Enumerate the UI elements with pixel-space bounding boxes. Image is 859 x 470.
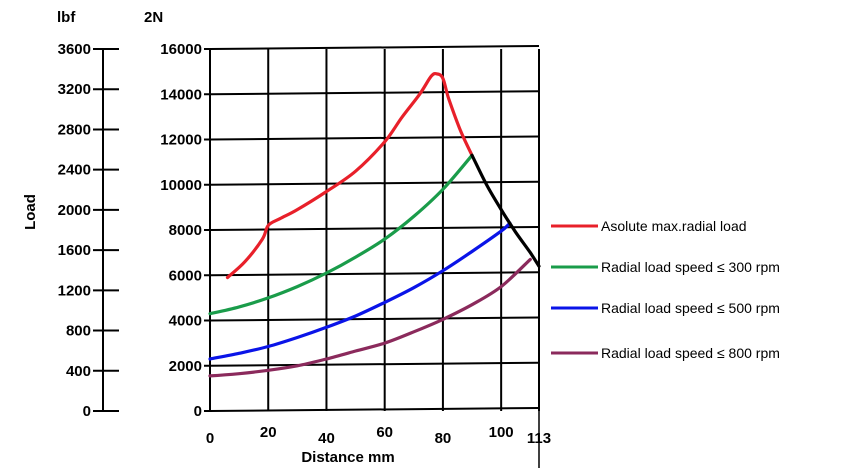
lbf-tick-label: 800 xyxy=(66,323,91,340)
y-tick-label: 10000 xyxy=(160,177,202,194)
y-tick-label: 6000 xyxy=(169,267,202,284)
grid-line-horizontal xyxy=(209,407,540,412)
y-tick-label: 4000 xyxy=(169,313,202,330)
legend-label: Radial load speed ≤ 500 rpm xyxy=(601,300,780,316)
grid-line-horizontal xyxy=(209,316,540,322)
series-line-1 xyxy=(225,71,474,280)
lbf-tick-label: 0 xyxy=(83,403,91,420)
lbf-tick-label: 2800 xyxy=(58,121,91,138)
x-axis-title: Distance mm xyxy=(301,449,394,466)
y-axis-title: Load xyxy=(22,194,39,230)
lbf-tick-label: 400 xyxy=(66,363,91,380)
lbf-tick-label: 3200 xyxy=(58,81,91,98)
x-tick-label: 60 xyxy=(376,424,393,441)
grid-line-horizontal xyxy=(209,226,540,231)
series-line-3 xyxy=(208,221,512,361)
lbf-tick-label: 2000 xyxy=(58,202,91,219)
grid-line-horizontal xyxy=(209,45,540,50)
axis-labels: lbf 2N Load Distance mm 0400800120016002… xyxy=(22,9,551,466)
legend: Asolute max.radial load Radial load speed… xyxy=(551,218,780,361)
x-tick-label: 0 xyxy=(206,430,214,447)
legend-label: Radial load speed ≤ 800 rpm xyxy=(601,345,780,361)
boundary-line xyxy=(470,153,541,268)
y-tick-label: 2000 xyxy=(169,358,202,375)
left-axis-unit: lbf xyxy=(57,9,76,26)
lbf-tick-label: 3600 xyxy=(58,41,91,58)
x-tick-label: 80 xyxy=(435,430,452,447)
y-tick-label: 8000 xyxy=(169,222,202,239)
grid xyxy=(93,45,540,468)
lbf-tick-label: 2400 xyxy=(58,162,91,179)
y-tick-label: 14000 xyxy=(160,86,202,103)
right-axis-unit: 2N xyxy=(144,9,163,26)
x-tick-label: 100 xyxy=(489,424,514,441)
legend-label: Asolute max.radial load xyxy=(601,218,747,234)
y-tick-label: 16000 xyxy=(160,41,202,58)
legend-label: Radial load speed ≤ 300 rpm xyxy=(601,259,780,275)
grid-line-horizontal xyxy=(209,361,540,367)
series-line-2 xyxy=(208,153,474,316)
series-line-4 xyxy=(208,257,532,378)
lbf-tick-label: 1600 xyxy=(58,242,91,259)
x-tick-label: 40 xyxy=(318,430,335,447)
grid-line-horizontal xyxy=(209,135,540,141)
grid-line-horizontal xyxy=(209,271,540,277)
x-tick-label: 20 xyxy=(260,424,277,441)
grid-line-horizontal xyxy=(209,90,540,96)
series-lines xyxy=(208,71,541,378)
x-tick-label: 113 xyxy=(527,430,551,447)
y-tick-label: 12000 xyxy=(160,132,202,149)
lbf-tick-label: 1200 xyxy=(58,282,91,299)
grid-line-horizontal xyxy=(209,180,540,186)
y-tick-label: 0 xyxy=(194,403,202,420)
